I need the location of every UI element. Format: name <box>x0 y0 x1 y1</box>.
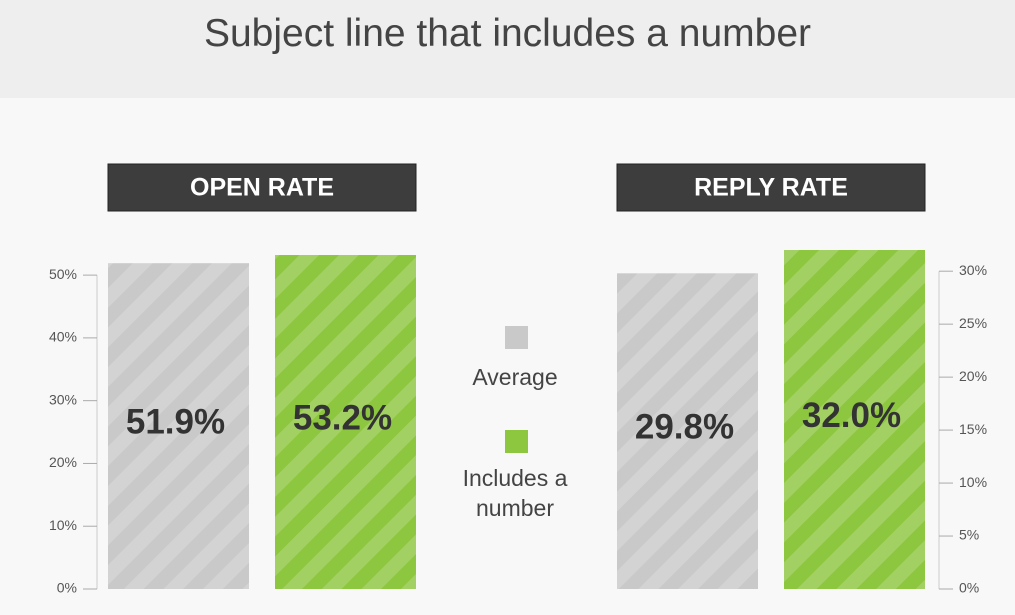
y-tick-label: 40% <box>49 329 77 345</box>
panel-header <box>616 163 926 212</box>
panel-title: REPLY RATE <box>694 174 848 202</box>
bar <box>108 263 249 589</box>
y-tick-label: 30% <box>959 262 987 278</box>
value-label: 51.9% <box>126 402 225 441</box>
y-tick-label: 20% <box>959 368 987 384</box>
panel-title: OPEN RATE <box>190 174 334 202</box>
value-label: 32.0% <box>802 396 901 435</box>
bar <box>275 255 416 589</box>
header-band <box>0 0 1015 98</box>
y-tick-label: 10% <box>959 474 987 490</box>
legend-label: Includes a number <box>462 465 568 521</box>
y-tick-label: 0% <box>57 580 77 596</box>
y-tick-label: 20% <box>49 454 77 470</box>
y-tick-label: 15% <box>959 421 987 437</box>
y-tick-label: 10% <box>49 517 77 533</box>
y-tick-label: 5% <box>959 527 979 543</box>
value-label: 53.2% <box>293 398 392 437</box>
y-tick-label: 0% <box>959 580 979 596</box>
y-tick-label: 25% <box>959 315 987 331</box>
page-title: Subject line that includes a number <box>203 12 812 55</box>
legend-swatch <box>505 326 528 349</box>
bar <box>617 273 758 589</box>
bar <box>784 250 925 589</box>
legend-label: Average <box>472 364 558 390</box>
y-tick-label: 50% <box>49 266 77 282</box>
value-label: 29.8% <box>635 407 734 446</box>
panel-header <box>107 163 417 212</box>
legend-swatch <box>505 430 528 453</box>
y-tick-label: 30% <box>49 391 77 407</box>
